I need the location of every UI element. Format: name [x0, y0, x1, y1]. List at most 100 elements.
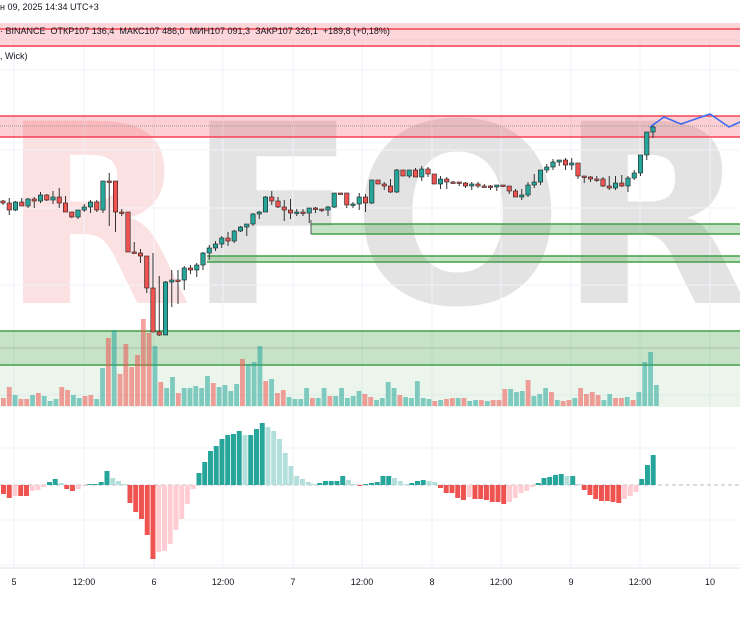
histogram-bar [484, 485, 489, 500]
volume-bar [613, 398, 618, 406]
low-label: МИН [189, 26, 211, 36]
volume-bar [65, 390, 70, 406]
candle-down [575, 162, 581, 177]
histogram-bar [93, 484, 98, 485]
candle-up [406, 169, 412, 177]
indicator-legend: , Wick) [0, 51, 28, 61]
histogram-bar [179, 485, 185, 519]
candle-up [544, 166, 550, 171]
candle-down [387, 185, 393, 193]
candle-up [650, 126, 656, 133]
volume-bar [525, 380, 531, 406]
candle-up [637, 154, 643, 174]
histogram-bar [300, 479, 305, 485]
candle-down [606, 185, 612, 189]
histogram-bar [12, 485, 18, 496]
candle-up [331, 192, 337, 208]
histogram-bar [553, 475, 558, 485]
volume-bar [205, 376, 210, 406]
histogram-bar [265, 427, 271, 485]
histogram-bar [530, 485, 535, 487]
histogram-bar [271, 431, 277, 485]
histogram-bar [162, 485, 167, 551]
candle-up [350, 203, 356, 206]
histogram-bar [357, 485, 363, 486]
volume-bar [368, 397, 374, 406]
histogram-bar [288, 466, 294, 485]
volume-bar [438, 400, 444, 406]
candle-up [219, 237, 225, 245]
histogram-bar [202, 462, 208, 485]
volume-bar [379, 398, 385, 406]
volume-bar [47, 401, 53, 406]
candle-down [156, 331, 162, 336]
time-axis-label: 12:00 [489, 577, 513, 587]
candle-down [281, 206, 287, 211]
volume-bar [35, 393, 41, 406]
candle-up [356, 196, 362, 205]
candle-down [69, 211, 75, 218]
histogram-bar [403, 484, 409, 485]
volume-bar [572, 398, 578, 406]
candle-down [119, 211, 125, 214]
candle-down [412, 169, 418, 178]
volume-bar [432, 401, 438, 406]
candle-down [275, 200, 281, 208]
candle-up [437, 178, 443, 185]
candle-down [400, 169, 406, 177]
volume-bar [70, 395, 76, 406]
volume-bar [263, 381, 269, 406]
time-axis-label: 7 [290, 577, 296, 587]
candle-down [0, 200, 6, 204]
histogram-bar [144, 485, 150, 535]
volume-bar [473, 400, 479, 406]
volume-bar [519, 391, 525, 406]
volume-bar [269, 379, 275, 406]
histogram-bar [18, 485, 24, 496]
time-axis-label: 6 [151, 577, 157, 587]
ohlc-legend: · BINANCE ОТКР107 136,4 МАКС107 486,0 МИ… [0, 26, 390, 36]
time-axis-label: 9 [568, 577, 574, 587]
volume-bar [216, 387, 222, 406]
histogram-bar [81, 485, 87, 486]
histogram-bar [495, 485, 501, 502]
volume-bar [531, 396, 537, 406]
volume-bar [135, 355, 140, 406]
volume-bar [292, 399, 298, 406]
volume-bar [53, 399, 59, 406]
volume-bar [222, 385, 228, 406]
volume-bar [455, 398, 461, 406]
candle-up [494, 184, 500, 188]
candle-down [113, 180, 119, 213]
candle-down [587, 176, 593, 180]
volume-bar [566, 400, 572, 406]
histogram-bar [576, 484, 581, 485]
histogram-bar [58, 483, 64, 485]
volume-bar [228, 391, 234, 406]
histogram-bar [259, 423, 265, 485]
candle-down [481, 185, 487, 188]
histogram-bar [29, 485, 35, 491]
candle-down [175, 279, 181, 282]
volume-bar [653, 385, 659, 406]
volume-bar [362, 394, 368, 406]
histogram-bar [225, 435, 231, 485]
volume-bar [554, 400, 560, 406]
volume-bar [181, 388, 187, 406]
histogram-bar [645, 465, 650, 485]
candle-down [131, 251, 137, 254]
histogram-bar [87, 484, 93, 485]
histogram-bar [70, 485, 75, 491]
histogram-bar [570, 476, 576, 485]
candle-up [294, 211, 300, 214]
candle-up [169, 279, 175, 283]
candle-up [325, 206, 331, 211]
candle-up [525, 184, 531, 196]
histogram-bar [167, 485, 173, 544]
candle-down [144, 255, 150, 289]
volume-bar [12, 395, 18, 406]
candle-up [625, 177, 631, 187]
time-axis-label: 12:00 [350, 577, 374, 587]
support-zone-3 [0, 331, 740, 365]
